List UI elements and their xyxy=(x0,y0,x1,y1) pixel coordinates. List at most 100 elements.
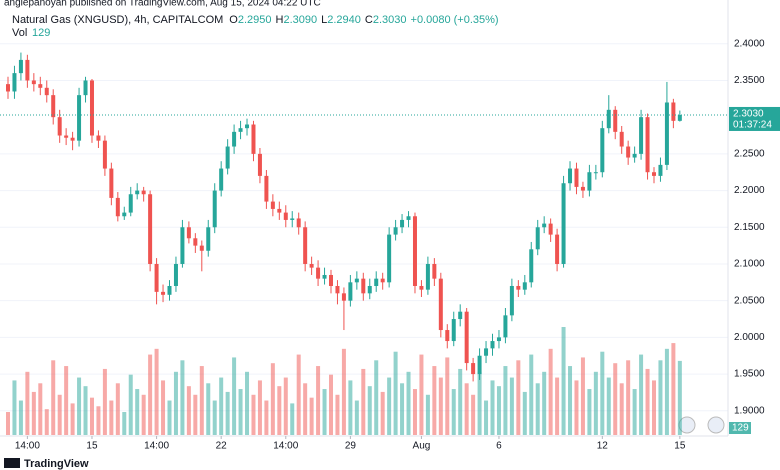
volume-bar xyxy=(141,394,146,435)
y-tick-label: 2.0000 xyxy=(734,332,765,343)
volume-bar xyxy=(374,360,379,435)
volume-bar xyxy=(555,377,560,435)
candle-body xyxy=(290,218,295,220)
candle-body xyxy=(438,278,443,331)
candle-body xyxy=(212,190,217,228)
volume-bar xyxy=(522,391,527,435)
volume-bar xyxy=(419,354,424,435)
y-tick-label: 2.1500 xyxy=(734,222,765,233)
volume-bar xyxy=(44,409,49,435)
volume-bar xyxy=(587,389,592,435)
volume-bar xyxy=(348,380,353,435)
volume-value: 129 xyxy=(32,27,50,39)
volume-bar xyxy=(109,400,114,435)
candle-body xyxy=(199,245,204,251)
volume-bar xyxy=(245,371,250,435)
candle-body xyxy=(664,102,669,165)
y-tick-label: 1.9500 xyxy=(734,369,765,380)
volume-bar xyxy=(464,383,469,435)
volume-bar xyxy=(574,380,579,435)
volume-bar xyxy=(329,374,333,435)
volume-bar xyxy=(548,348,553,435)
volume-bar xyxy=(451,389,456,435)
volume-bar xyxy=(12,380,17,435)
volume-bar xyxy=(606,377,611,435)
candle-body xyxy=(232,131,237,147)
ohlc-key: C xyxy=(365,14,373,26)
candle-body xyxy=(561,183,566,264)
volume-bar xyxy=(671,343,676,435)
volume-badge-label: 129 xyxy=(732,423,749,434)
candle-body xyxy=(245,124,250,129)
x-tick-label: 15 xyxy=(674,441,686,452)
volume-bar xyxy=(128,374,133,435)
candle-body xyxy=(180,227,185,264)
candle-body xyxy=(83,80,88,96)
candle-body xyxy=(31,80,36,85)
candle-body xyxy=(128,194,133,213)
volume-bar xyxy=(632,389,637,435)
volume-bar xyxy=(677,360,682,435)
candle-body xyxy=(122,212,127,217)
candle-body xyxy=(148,194,153,264)
candle-body xyxy=(141,190,146,195)
candle-body xyxy=(451,319,456,342)
brand-logo xyxy=(4,458,20,468)
volume-bar xyxy=(180,360,185,435)
volume-bar xyxy=(212,400,217,435)
candle-body xyxy=(477,355,482,375)
volume-bar xyxy=(77,377,82,435)
volume-bar xyxy=(361,368,366,435)
candle-body xyxy=(658,164,663,176)
candle-body xyxy=(677,114,682,121)
volume-bar xyxy=(167,400,172,435)
volume-bar xyxy=(580,357,585,435)
volume-bar xyxy=(484,400,489,435)
candle-body xyxy=(619,131,624,147)
candle-body xyxy=(251,124,256,154)
volume-bar xyxy=(645,368,650,435)
volume-bar xyxy=(25,371,30,435)
candle-body xyxy=(96,135,101,141)
volume-bar xyxy=(387,377,392,435)
candle-body xyxy=(161,291,166,295)
volume-bar xyxy=(206,383,211,435)
volume-bar xyxy=(445,357,450,435)
candle-body xyxy=(652,172,656,176)
volume-bar xyxy=(31,391,36,435)
x-tick-label: 14:00 xyxy=(15,441,40,452)
volume-bar xyxy=(251,394,256,435)
volume-bar xyxy=(509,377,514,435)
candle-body xyxy=(587,172,592,191)
volume-bar xyxy=(600,351,605,435)
candle-body xyxy=(613,109,618,132)
volume-bar xyxy=(83,386,88,435)
candle-body xyxy=(64,135,69,138)
y-tick-label: 1.9000 xyxy=(734,405,765,416)
candle-body xyxy=(406,216,411,220)
x-tick-label: 29 xyxy=(345,441,357,452)
candle-body xyxy=(432,263,437,279)
y-tick-label: 2.0500 xyxy=(734,295,765,306)
volume-bar xyxy=(283,377,288,435)
volume-bar xyxy=(542,371,547,435)
volume-bar xyxy=(173,371,178,435)
x-tick-label: 22 xyxy=(216,441,228,452)
candle-body xyxy=(516,285,521,290)
volume-bar xyxy=(303,383,308,435)
candle-body xyxy=(509,285,514,316)
volume-bar xyxy=(135,389,140,435)
volume-bar xyxy=(232,357,237,435)
candle-body xyxy=(419,285,424,290)
candle-body xyxy=(639,117,644,154)
candle-body xyxy=(238,128,243,132)
candle-body xyxy=(593,172,598,174)
volume-bar xyxy=(664,348,669,435)
candle-body xyxy=(445,330,450,342)
volume-bar xyxy=(186,386,191,435)
candle-body xyxy=(25,59,30,81)
candle-body xyxy=(374,278,379,286)
candle-body xyxy=(270,201,275,209)
candle-body xyxy=(464,311,469,364)
event-icon[interactable] xyxy=(707,416,725,434)
